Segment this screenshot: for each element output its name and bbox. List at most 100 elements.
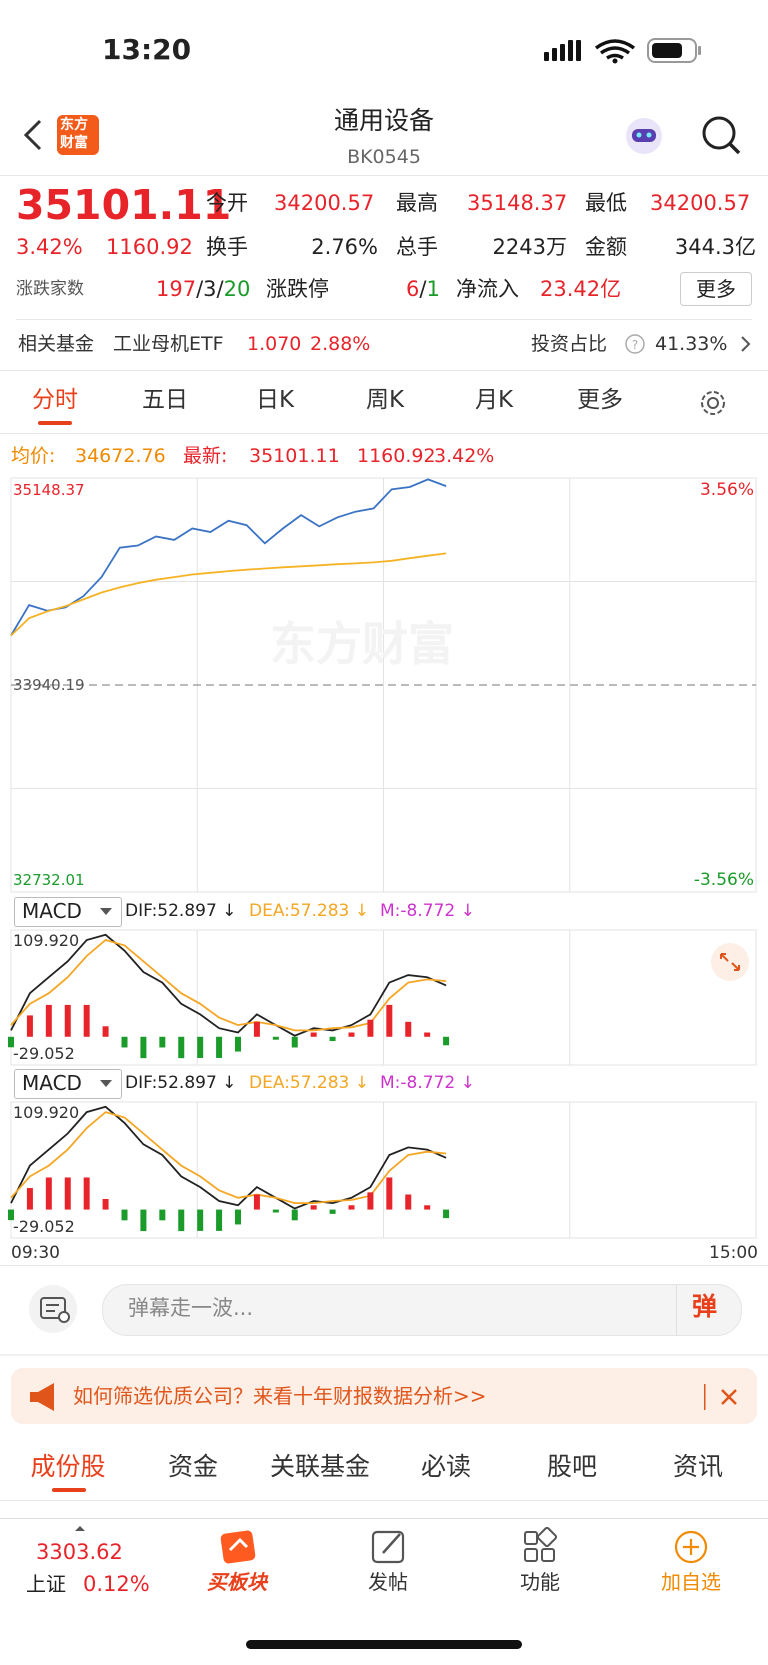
banner[interactable]	[11, 1368, 757, 1424]
page-title: 通用设备	[333, 106, 434, 135]
macd-bar	[83, 1177, 90, 1210]
comment-placeholder: 弹幕走一波...	[128, 1296, 254, 1320]
index-value: 3303.62	[36, 1540, 123, 1564]
tab-indicator	[52, 1488, 86, 1492]
macd-bar	[348, 1032, 355, 1037]
indicator-legend: M:-8.772 ↓	[380, 901, 475, 921]
price-line	[10, 552, 447, 637]
content-tab[interactable]: 关联基金	[269, 1452, 370, 1481]
macd-bar	[367, 1192, 374, 1210]
banner-close[interactable]	[721, 1389, 737, 1405]
content-tab[interactable]: 资金	[167, 1452, 218, 1481]
field-value: 34200.57	[650, 191, 751, 215]
dropdown-arrow	[100, 908, 112, 921]
content-tab[interactable]: 必读	[420, 1452, 471, 1481]
macd-bar	[140, 1209, 147, 1232]
macd-line	[10, 1105, 447, 1210]
separator: /	[216, 277, 224, 301]
indicator-legend: DIF:52.897 ↓	[125, 901, 237, 921]
down-count: 20	[223, 277, 251, 301]
index-pct: 0.12%	[83, 1572, 150, 1596]
status-icons	[544, 38, 701, 64]
field-value: 34200.57	[274, 191, 375, 215]
indicator-select[interactable]	[14, 897, 122, 927]
macd-bar	[386, 1004, 393, 1037]
index-name: 上证	[26, 1572, 66, 1596]
nav-item[interactable]: 发帖	[368, 1570, 408, 1594]
content-tab[interactable]: 股吧	[546, 1452, 597, 1481]
more-button[interactable]: 更多	[680, 272, 752, 306]
chart-tab[interactable]: 五日	[142, 387, 188, 413]
banner-text[interactable]: 如何筛选优质公司？来看十年财报数据分析>>	[73, 1384, 487, 1408]
expand-button	[711, 943, 749, 981]
macd-bar	[253, 1194, 260, 1210]
macd-bar	[216, 1209, 223, 1231]
comment-input[interactable]	[102, 1284, 742, 1336]
indicator-legend: DEA:57.283 ↓	[249, 901, 370, 921]
nav-item[interactable]: 买板块	[207, 1570, 267, 1594]
chart-tab[interactable]: 分时	[32, 387, 78, 413]
back-button[interactable]	[23, 119, 42, 151]
chart-tab[interactable]: 更多	[577, 387, 623, 413]
macd-bar	[291, 1036, 298, 1048]
ratio-label: 投资占比	[531, 333, 608, 355]
field-label: 净流入	[456, 277, 519, 301]
field-value: 2.76%	[311, 235, 378, 259]
latest-pct: 3.42%	[434, 445, 495, 467]
nav-item[interactable]: 加自选	[661, 1570, 721, 1594]
macd-bar	[197, 1209, 204, 1231]
content-tab[interactable]: 成份股	[30, 1452, 106, 1481]
latest-value: 35101.11	[249, 445, 340, 467]
time-label: 15:00	[709, 1243, 758, 1263]
price-line	[10, 478, 447, 636]
indicator-select[interactable]	[14, 1069, 122, 1099]
chart-tab[interactable]: 日K	[255, 387, 295, 413]
home-indicator	[246, 1640, 522, 1649]
svg-text:?: ?	[632, 338, 638, 352]
macd-bar	[64, 1177, 71, 1210]
macd-bar	[102, 1026, 109, 1037]
separator: /	[196, 277, 204, 301]
settings-button[interactable]	[696, 386, 730, 420]
macd-bar	[310, 1032, 317, 1037]
y-tick-label: 109.920	[13, 931, 79, 950]
macd-bar	[272, 1209, 279, 1213]
macd-line	[10, 933, 447, 1037]
field-value: 35148.37	[467, 191, 568, 215]
field-label: 金额	[585, 235, 627, 259]
field-label: 总手	[396, 235, 438, 259]
avg-label: 均价:	[11, 445, 56, 467]
avg-value: 34672.76	[75, 445, 166, 467]
chart-tab[interactable]: 周K	[365, 387, 405, 413]
content-tab[interactable]: 资讯	[672, 1452, 723, 1481]
limit: 6/1	[406, 279, 440, 300]
fund-label: 相关基金	[18, 333, 95, 355]
field-label: 最低	[585, 191, 627, 215]
comment-icon[interactable]	[28, 1284, 82, 1334]
search-button[interactable]	[702, 116, 736, 150]
chart-tab[interactable]: 月K	[474, 387, 514, 413]
header-actions	[626, 116, 741, 155]
macd-bar	[45, 1177, 52, 1210]
nav-item[interactable]: 功能	[520, 1570, 560, 1594]
field-label: 最高	[396, 191, 438, 215]
macd-bar	[178, 1036, 185, 1059]
fund-pct: 2.88%	[310, 333, 371, 355]
y-tick-label: 35148.37	[13, 481, 85, 499]
macd-bar	[8, 1209, 14, 1221]
macd-bar	[197, 1036, 204, 1058]
field-value: 344.3亿	[674, 235, 756, 259]
y-tick-label: -29.052	[13, 1217, 75, 1236]
banner-icons	[30, 1383, 737, 1411]
y-tick-label: 32732.01	[13, 871, 85, 889]
charts: 东方财富 35148.37 33940.19 32732.01 3.56% -3.56% 1…	[8, 477, 757, 1239]
field-label: 今开	[206, 191, 248, 215]
fund-name[interactable]: 工业母机ETF	[113, 333, 224, 355]
limit-up: 6	[406, 277, 420, 301]
watermark: 东方财富	[270, 617, 454, 671]
field-value: 2243万	[492, 235, 567, 259]
change-pct: 3.42%	[16, 235, 83, 259]
danmaku-button[interactable]: 弹	[692, 1292, 718, 1321]
y2-tick-label: -3.56%	[694, 870, 754, 890]
